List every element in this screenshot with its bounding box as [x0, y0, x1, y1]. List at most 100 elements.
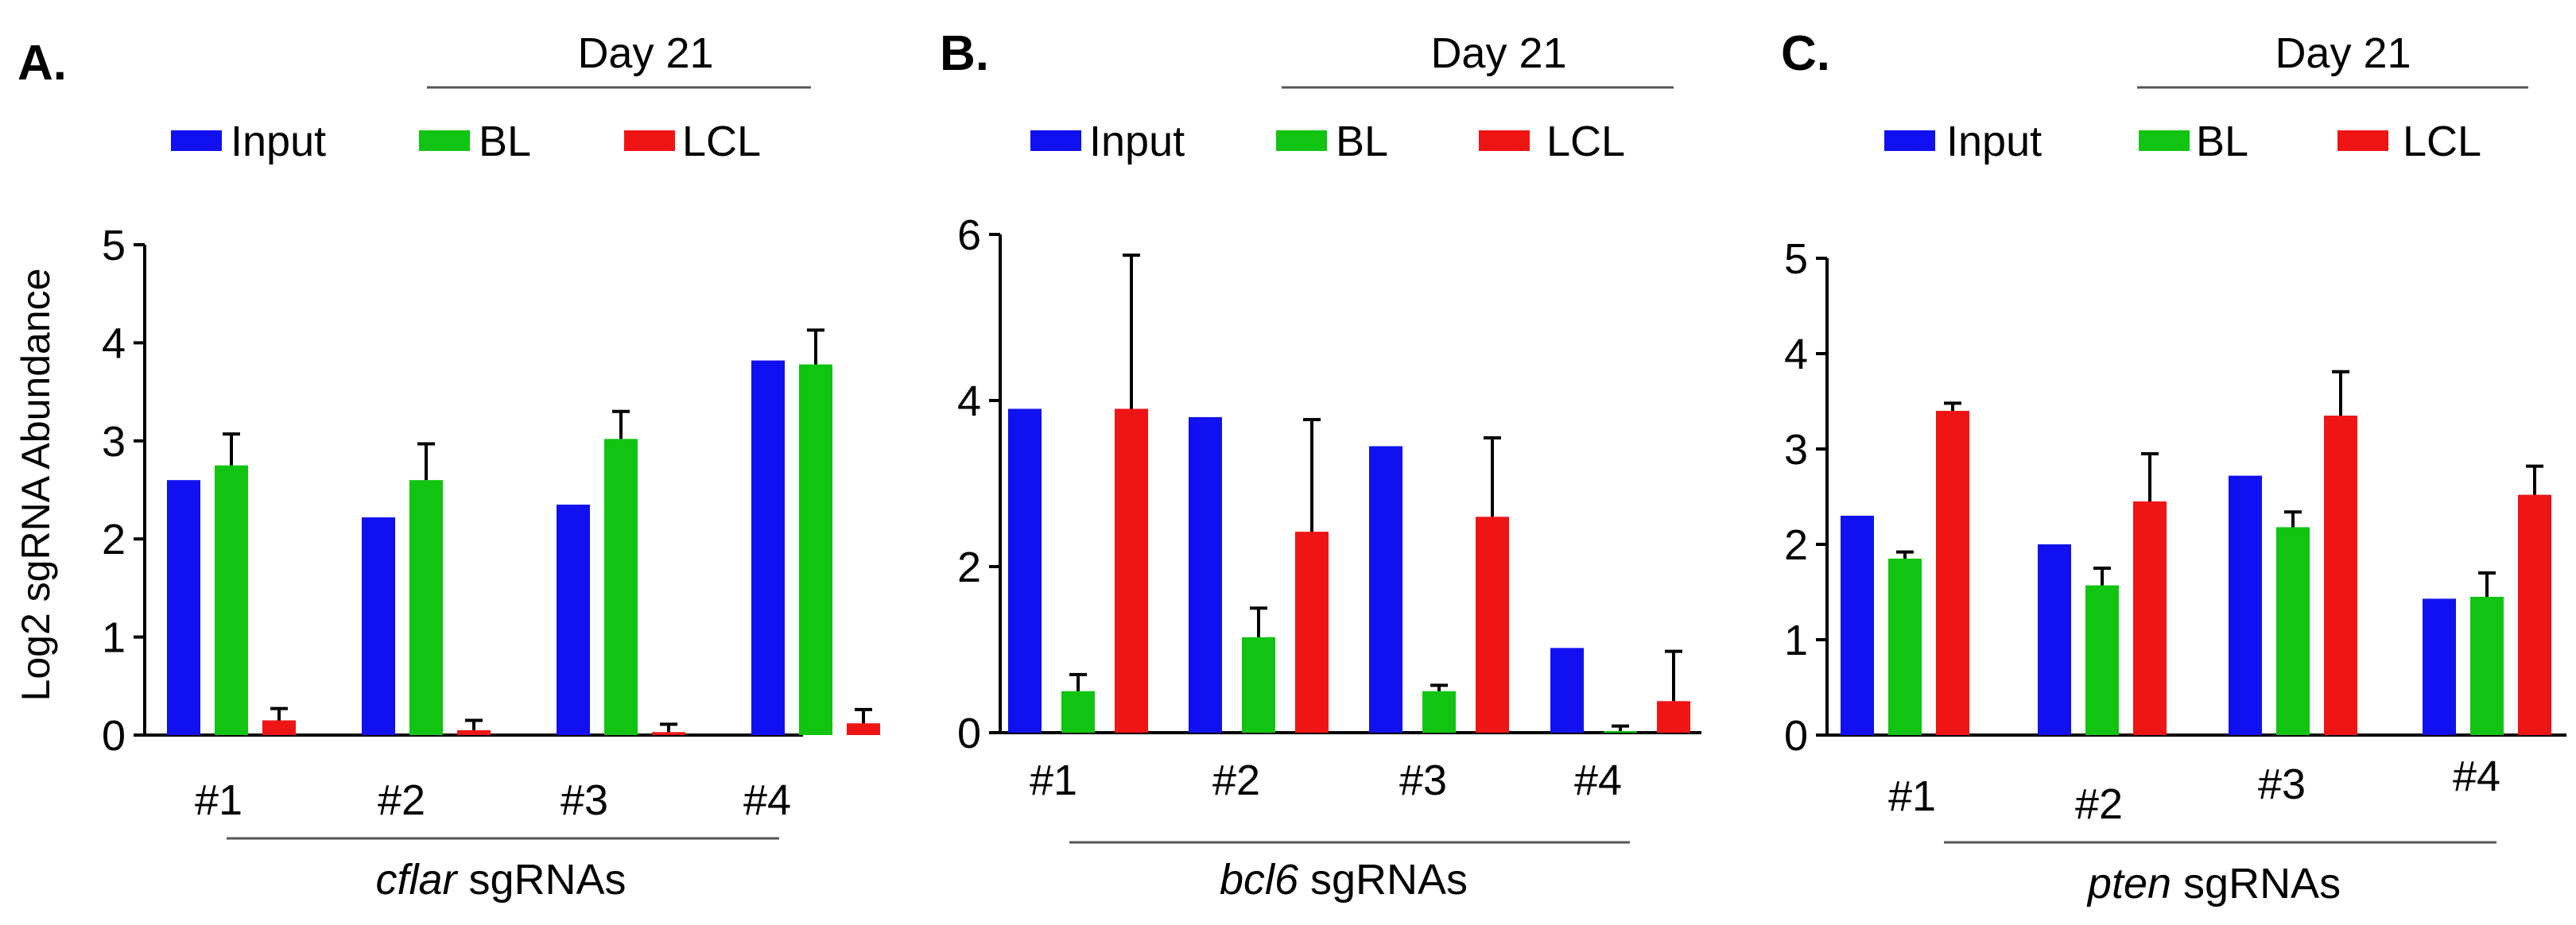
legend-label-input: Input	[231, 118, 326, 165]
y-tick-label: 5	[102, 222, 126, 269]
category-label: #1	[1030, 757, 1077, 804]
bar-bl-3	[604, 439, 638, 735]
bar-input-1	[167, 480, 200, 735]
bar-lcl-3	[652, 732, 685, 735]
bar-lcl-4	[847, 723, 880, 735]
category-label: #4	[1574, 757, 1622, 804]
legend-label-input: Input	[1089, 118, 1185, 165]
y-tick-label: 4	[1784, 331, 1808, 378]
legend-label-lcl: LCL	[682, 118, 761, 165]
bar-input-1	[1008, 408, 1042, 733]
y-tick-label: 0	[957, 710, 981, 757]
bar-bl-4	[2470, 597, 2504, 735]
bar-input-4	[751, 360, 785, 735]
bar-bl-3	[1422, 691, 1456, 733]
legend-label-input: Input	[1946, 118, 2042, 165]
x-axis-label-suffix: sgRNAs	[1298, 856, 1468, 904]
y-tick-label: 2	[1784, 521, 1808, 569]
panel-letter: B.	[940, 26, 989, 81]
bar-input-4	[2423, 598, 2456, 735]
gene-name: cflar	[375, 856, 458, 904]
category-label: #4	[2453, 753, 2500, 800]
bar-bl-2	[2085, 585, 2119, 735]
bar-input-2	[2038, 544, 2071, 735]
legend-swatch-lcl	[1479, 130, 1530, 151]
legend-swatch-bl	[2139, 130, 2190, 151]
y-tick-label: 0	[1784, 712, 1808, 760]
category-label: #3	[561, 776, 608, 824]
y-tick-label: 6	[957, 211, 981, 259]
y-tick-label: 2	[957, 544, 981, 591]
category-label: #3	[1399, 757, 1447, 804]
bar-input-3	[557, 505, 590, 735]
bar-bl-1	[1061, 691, 1095, 733]
bar-lcl-4	[1657, 701, 1690, 733]
legend-label-bl: BL	[479, 118, 531, 165]
panel-c: C. Day 21 Input BL LCL 0 1 2 3 4 5 #1 #2 #3 #4 pten sgR…	[1781, 26, 2566, 908]
y-tick-label: 5	[1784, 235, 1808, 283]
bar-input-2	[362, 517, 395, 735]
x-axis-label-suffix: sgRNAs	[456, 856, 626, 904]
category-label: #2	[378, 776, 425, 824]
bar-input-3	[1369, 446, 1402, 733]
bar-bl-3	[2276, 527, 2310, 735]
bar-lcl-1	[1115, 408, 1148, 733]
bar-lcl-1	[262, 720, 296, 735]
bar-lcl-3	[2324, 416, 2357, 735]
bar-bl-4	[799, 364, 832, 735]
bar-lcl-2	[1295, 532, 1329, 733]
day-label: Day 21	[2275, 29, 2411, 77]
bar-input-1	[1841, 516, 1874, 735]
bar-lcl-4	[2518, 494, 2551, 735]
y-tick-label: 2	[102, 516, 126, 563]
bar-bl-1	[1888, 559, 1922, 735]
bar-bl-2	[1242, 637, 1275, 733]
bar-input-4	[1550, 648, 1584, 733]
y-tick-label: 3	[1784, 426, 1808, 474]
x-axis-label: pten sgRNAs	[2086, 860, 2341, 908]
bar-lcl-3	[1476, 517, 1509, 733]
legend-swatch-input	[1030, 130, 1081, 151]
category-label: #4	[743, 776, 791, 824]
category-label: #2	[2075, 780, 2123, 828]
bar-lcl-2	[457, 730, 491, 735]
legend-swatch-bl	[1276, 130, 1327, 151]
y-tick-label: 4	[957, 377, 981, 425]
day-label: Day 21	[1430, 29, 1566, 77]
panel-letter: A.	[17, 36, 67, 91]
category-label: #3	[2258, 761, 2306, 808]
bar-bl-2	[409, 480, 443, 735]
panel-b: B. Day 21 Input BL LCL 0 2 4 6 #1 #2 #3 #4 bcl6 sgRNA…	[940, 26, 1701, 904]
y-axis-label: Log2 sgRNA Abundance	[14, 269, 58, 702]
y-tick-label: 3	[102, 418, 126, 466]
y-tick-label: 1	[102, 614, 126, 662]
gene-name: bcl6	[1220, 856, 1299, 904]
bar-input-2	[1189, 416, 1222, 733]
legend-swatch-input	[1884, 130, 1935, 151]
legend-label-lcl: LCL	[2403, 118, 2481, 165]
legend-swatch-lcl	[624, 130, 675, 151]
legend-label-bl: BL	[1336, 118, 1388, 165]
category-label: #1	[195, 776, 242, 824]
gene-name: pten	[2086, 860, 2171, 908]
category-label: #2	[1212, 757, 1260, 804]
y-tick-label: 4	[102, 319, 126, 367]
y-tick-label: 1	[1784, 617, 1808, 664]
bar-bl-1	[215, 465, 248, 735]
x-axis-label-suffix: sgRNAs	[2171, 860, 2341, 908]
bar-bl-4	[1604, 730, 1637, 733]
legend-label-bl: BL	[2196, 118, 2248, 165]
legend-swatch-bl	[419, 130, 470, 151]
day-label: Day 21	[577, 29, 713, 77]
bar-input-3	[2229, 475, 2262, 735]
legend-label-lcl: LCL	[1546, 118, 1625, 165]
panel-a: A. Day 21 Input BL LCL 0 1 2 3 4 5 #1 #2 #3 #4 cflar sg…	[17, 29, 880, 904]
category-label: #1	[1888, 772, 1936, 820]
y-tick-label: 0	[102, 712, 126, 760]
bar-lcl-2	[2133, 501, 2167, 735]
x-axis-label: cflar sgRNAs	[375, 856, 626, 904]
x-axis-label: bcl6 sgRNAs	[1220, 856, 1468, 904]
legend-swatch-input	[171, 130, 222, 151]
bar-lcl-1	[1936, 411, 1969, 735]
